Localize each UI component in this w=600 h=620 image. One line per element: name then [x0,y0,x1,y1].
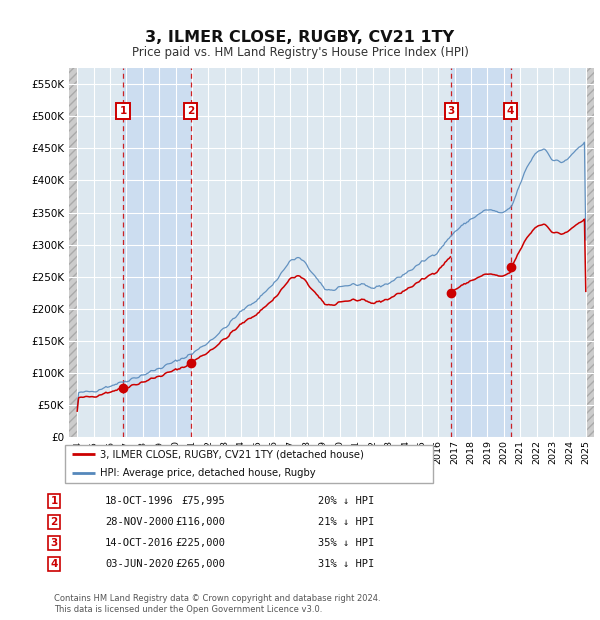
Text: £75,995: £75,995 [181,496,225,506]
Text: £265,000: £265,000 [175,559,225,569]
Text: 14-OCT-2016: 14-OCT-2016 [105,538,174,548]
Text: 3: 3 [448,105,455,115]
Text: Contains HM Land Registry data © Crown copyright and database right 2024.
This d: Contains HM Land Registry data © Crown c… [54,595,380,614]
Text: 2: 2 [50,517,58,527]
Text: £225,000: £225,000 [175,538,225,548]
Text: 4: 4 [507,105,514,115]
Text: HPI: Average price, detached house, Rugby: HPI: Average price, detached house, Rugb… [100,469,316,479]
Text: 4: 4 [50,559,58,569]
Text: 2: 2 [187,105,194,115]
Text: 3, ILMER CLOSE, RUGBY, CV21 1TY (detached house): 3, ILMER CLOSE, RUGBY, CV21 1TY (detache… [100,449,364,459]
Text: 21% ↓ HPI: 21% ↓ HPI [318,517,374,527]
Text: 31% ↓ HPI: 31% ↓ HPI [318,559,374,569]
Text: 28-NOV-2000: 28-NOV-2000 [105,517,174,527]
Text: 1: 1 [119,105,127,115]
Bar [69,68,77,437]
Text: 18-OCT-1996: 18-OCT-1996 [105,496,174,506]
Text: 3: 3 [50,538,58,548]
Text: 1: 1 [50,496,58,506]
Text: £116,000: £116,000 [175,517,225,527]
Text: 35% ↓ HPI: 35% ↓ HPI [318,538,374,548]
Bar [586,68,594,437]
Bar [123,68,191,437]
Text: 20% ↓ HPI: 20% ↓ HPI [318,496,374,506]
Text: 03-JUN-2020: 03-JUN-2020 [105,559,174,569]
Text: Price paid vs. HM Land Registry's House Price Index (HPI): Price paid vs. HM Land Registry's House … [131,46,469,59]
FancyBboxPatch shape [65,445,433,483]
Bar [451,68,511,437]
Text: 3, ILMER CLOSE, RUGBY, CV21 1TY: 3, ILMER CLOSE, RUGBY, CV21 1TY [145,30,455,45]
